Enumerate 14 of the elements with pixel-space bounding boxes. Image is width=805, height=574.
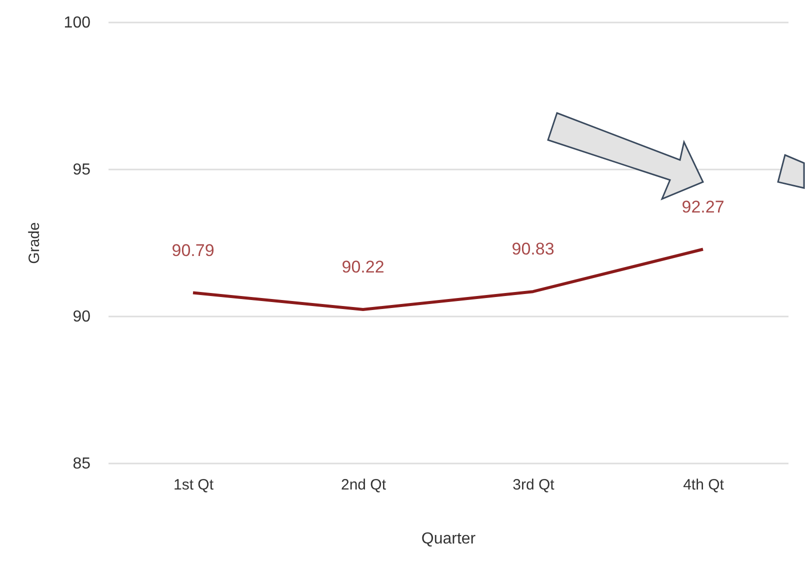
x-tick-label: 1st Qt [173,476,214,494]
y-axis-title: Grade [26,222,43,264]
data-label: 90.83 [512,240,554,259]
x-tick-label: 3rd Qt [512,476,556,494]
x-axis-title: Quarter [421,530,476,548]
y-tick-label: 90 [72,308,91,326]
y-tick-label: 95 [72,162,91,178]
y-tick-label: 85 [72,456,91,472]
data-label: 90.79 [172,240,214,260]
data-label: 92.27 [682,197,724,216]
data-label: 90.22 [342,258,384,277]
y-tick-label: 100 [64,14,91,32]
x-tick-label: 4th Qt [683,476,725,494]
x-tick-label: 2nd Qt [340,476,387,494]
